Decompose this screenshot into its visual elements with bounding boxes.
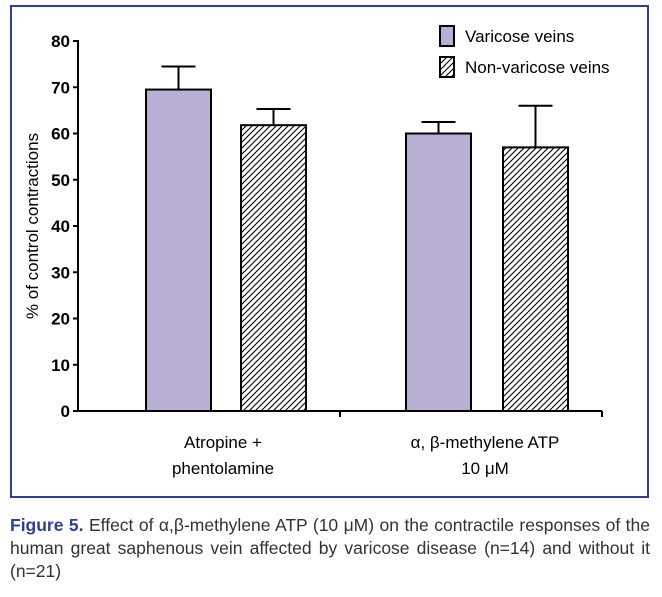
bar xyxy=(405,132,472,412)
y-tick-label: 50 xyxy=(51,171,70,190)
caption-text: Effect of α,β-methylene ATP (10 μM) on t… xyxy=(10,515,650,581)
bar xyxy=(502,146,569,412)
legend-swatch xyxy=(439,56,455,78)
figure-caption: Figure 5. Effect of α,β-methylene ATP (1… xyxy=(10,514,650,583)
y-tick-label: 60 xyxy=(51,125,70,144)
caption-label: Figure 5. xyxy=(10,515,84,535)
y-tick-label: 40 xyxy=(51,217,70,236)
y-tick-label: 20 xyxy=(51,310,70,329)
bar-chart: 0 10 20 30 40 50 60 70 80 % of control contractio… xyxy=(23,25,610,478)
legend-label: Varicose veins xyxy=(465,27,574,46)
bar xyxy=(145,88,212,412)
x-group-label: phentolamine xyxy=(172,459,274,478)
y-tick-label: 70 xyxy=(51,78,70,97)
legend-label: Non-varicose veins xyxy=(465,58,610,77)
y-tick-label: 10 xyxy=(51,356,70,375)
y-tick-label: 0 xyxy=(61,402,70,421)
y-tick-label: 30 xyxy=(51,263,70,282)
x-group-label: 10 μM xyxy=(461,459,509,478)
y-tick-label: 80 xyxy=(51,32,70,51)
x-group-label: α, β-methylene ATP xyxy=(411,433,560,452)
legend-swatch xyxy=(439,25,455,47)
bar xyxy=(240,124,307,413)
y-axis-label: % of control contractions xyxy=(23,133,42,319)
x-group-label: Atropine + xyxy=(184,433,262,452)
